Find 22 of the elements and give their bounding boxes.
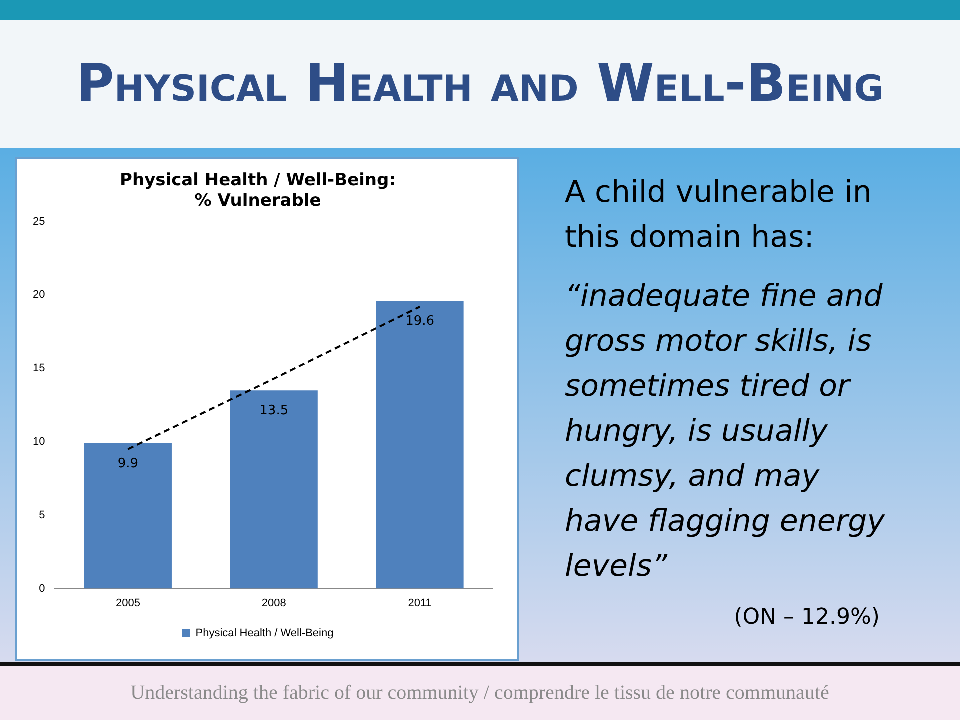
- text: Understanding the fabric of our community / comprendre le tissu de notre communauté: [0, 666, 960, 720]
- text: A child vulnerable in this domain has:: [565, 174, 873, 257]
- text: “inadequate fine and gross motor skills, is sometimes tired or hungry, is usually clumsy, and may have flagging energy levels”: [565, 278, 886, 586]
- chart-title: Physical Health and Well-Being: [76, 54, 884, 114]
- legend-label: Physical Health / Well-Being: [196, 628, 334, 640]
- data-label: 13.5: [260, 403, 289, 418]
- bar: [376, 301, 464, 589]
- y-tick-label: 5: [39, 509, 46, 522]
- bar: [230, 390, 318, 589]
- y-tick-label: 10: [32, 436, 46, 448]
- y-tick-label: 0: [39, 582, 46, 595]
- x-tick-label: 2005: [116, 597, 140, 610]
- x-tick-label: 2011: [408, 597, 432, 610]
- y-tick-label: 15: [32, 362, 46, 375]
- x-tick-label: 2008: [262, 597, 286, 610]
- bar: [84, 443, 172, 589]
- data-label: 19.6: [406, 314, 435, 329]
- text: (ON – 12.9%): [733, 604, 880, 632]
- y-tick-label: 25: [32, 216, 46, 228]
- chart-subtitle: Physical Health / Well-Being: % Vulnerable: [120, 170, 396, 212]
- y-tick-label: 20: [32, 289, 46, 302]
- data-label: 9.9: [118, 456, 139, 472]
